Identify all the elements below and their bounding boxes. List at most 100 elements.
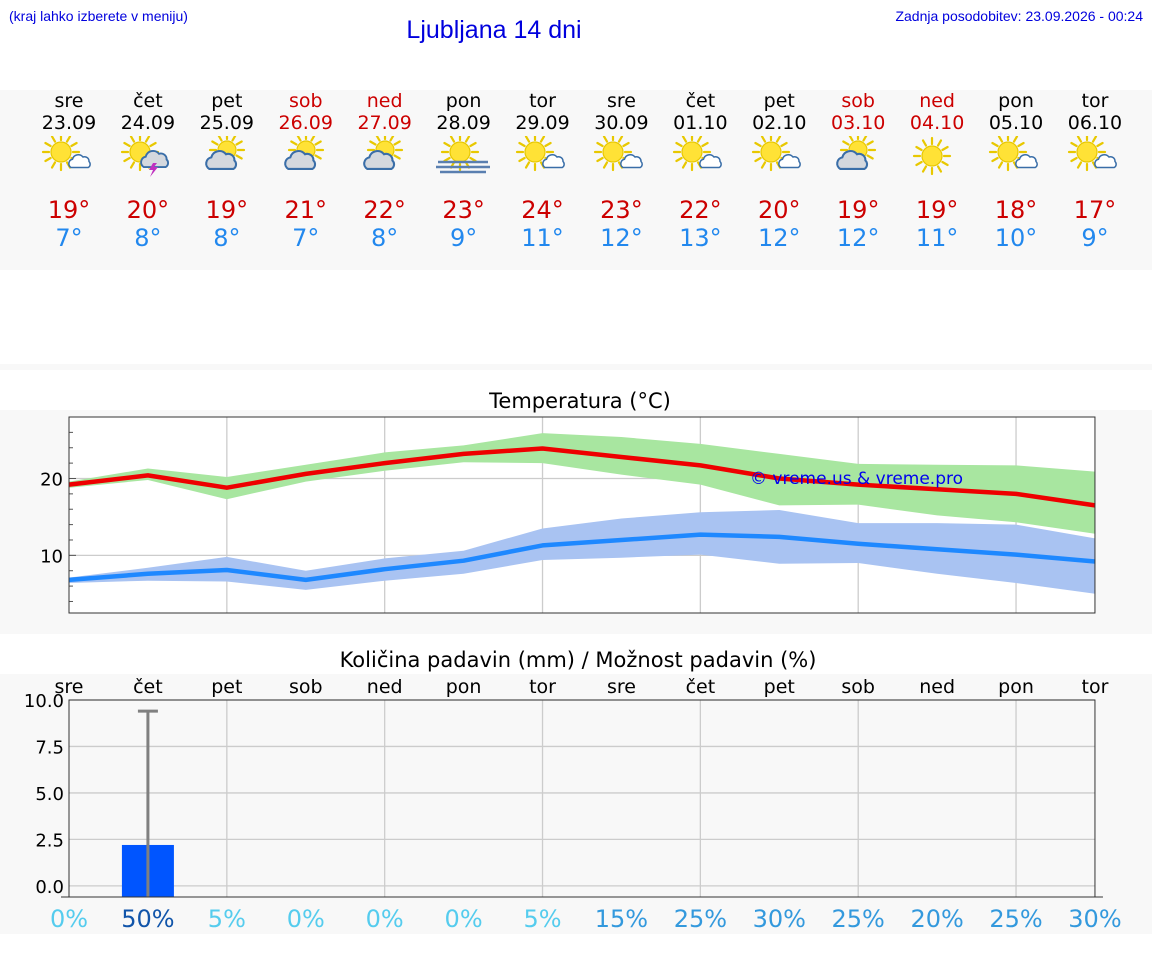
day-date: 28.09 bbox=[436, 112, 491, 134]
sun-thunder-icon bbox=[120, 136, 169, 177]
forecast-day: pon 05.10 18° 10° bbox=[966, 90, 1066, 252]
x-category-label: sre bbox=[607, 676, 636, 698]
temp-max: 22° bbox=[363, 196, 406, 224]
temp-min: 12° bbox=[600, 224, 643, 252]
day-name: čet bbox=[133, 90, 163, 112]
x-category-label: ned bbox=[919, 676, 955, 698]
chart-title: Temperatura (°C) bbox=[488, 389, 671, 413]
precip-probability: 0% bbox=[445, 905, 483, 933]
min-range-band bbox=[69, 510, 1095, 594]
temp-min: 11° bbox=[521, 224, 564, 252]
x-category-label: čet bbox=[133, 676, 163, 698]
precip-probability: 0% bbox=[287, 905, 325, 933]
temp-min: 7° bbox=[55, 224, 83, 252]
forecast-day: tor 06.10 17° 9° bbox=[1045, 90, 1145, 252]
cloud-sun-icon bbox=[362, 136, 403, 170]
watermark: © vreme.us & vreme.pro bbox=[750, 469, 963, 489]
day-date: 24.09 bbox=[120, 112, 176, 134]
precip-probability: 50% bbox=[121, 905, 174, 933]
forecast-day: sre 23.09 19° 7° bbox=[19, 90, 119, 252]
day-name: tor bbox=[1081, 90, 1109, 112]
temp-max: 20° bbox=[126, 196, 170, 224]
precip-probability: 0% bbox=[366, 905, 404, 933]
day-date: 25.09 bbox=[199, 112, 255, 134]
day-date: 06.10 bbox=[1067, 112, 1123, 134]
temp-min: 12° bbox=[836, 224, 880, 252]
forecast-day: pet 02.10 20° 12° bbox=[729, 90, 829, 252]
precip-probability: 5% bbox=[208, 905, 246, 933]
forecast-day: sob 03.10 19° 12° bbox=[808, 90, 908, 252]
precip-probability: 20% bbox=[910, 905, 963, 933]
temp-max: 17° bbox=[1073, 196, 1117, 224]
temp-max: 23° bbox=[600, 196, 643, 224]
precip-probability: 25% bbox=[989, 905, 1042, 933]
day-name: pet bbox=[211, 90, 243, 112]
sun-cloud-icon bbox=[515, 136, 565, 172]
x-category-label: pet bbox=[764, 676, 795, 698]
temp-min: 8° bbox=[213, 224, 241, 252]
x-category-label: sre bbox=[55, 676, 84, 698]
sun-fog-icon bbox=[435, 136, 490, 174]
last-updated: Zadnja posodobitev: 23.09.2026 - 00:24 bbox=[895, 8, 1143, 24]
forecast-day: tor 29.09 24° 11° bbox=[493, 90, 593, 252]
precip-probability: 25% bbox=[832, 905, 885, 933]
temp-max: 20° bbox=[757, 196, 801, 224]
plot-frame bbox=[68, 416, 1096, 614]
temp-min: 10° bbox=[994, 224, 1038, 252]
separator-band bbox=[0, 364, 1152, 370]
x-category-label: sob bbox=[289, 676, 323, 698]
y-tick-label: 5.0 bbox=[35, 784, 64, 805]
temp-max: 19° bbox=[205, 196, 249, 224]
temp-min: 11° bbox=[915, 224, 959, 252]
temp-min: 9° bbox=[1081, 224, 1109, 252]
temperature-chart: Temperatura (°C) 10 20 © vreme.us & vreme.p… bbox=[40, 389, 1096, 614]
day-date: 29.09 bbox=[515, 112, 570, 134]
day-date: 04.10 bbox=[909, 112, 965, 134]
temp-max: 19° bbox=[836, 196, 880, 224]
forecast-day: pet 25.09 19° 8° bbox=[177, 90, 277, 252]
temp-min: 7° bbox=[292, 224, 320, 252]
y-tick-label: 20 bbox=[40, 469, 63, 490]
page-title: Ljubljana 14 dni bbox=[406, 16, 582, 44]
day-date: 03.10 bbox=[830, 112, 886, 134]
precip-probability: 0% bbox=[50, 905, 88, 933]
x-category-label: tor bbox=[529, 676, 556, 698]
y-tick-label: 10 bbox=[40, 546, 63, 567]
day-date: 27.09 bbox=[357, 112, 412, 134]
day-name: pet bbox=[763, 90, 795, 112]
forecast-day: čet 24.09 20° 8° bbox=[98, 90, 198, 252]
temp-max: 23° bbox=[442, 196, 485, 224]
x-category-label: pon bbox=[446, 676, 482, 698]
day-date: 30.09 bbox=[594, 112, 649, 134]
day-name: sre bbox=[54, 90, 84, 112]
temp-max: 22° bbox=[679, 196, 722, 224]
day-name: sob bbox=[288, 90, 323, 112]
forecast-strip: sre 23.09 19° 7° čet 24.09 20° 8° pet 25.09 19° 8° s… bbox=[0, 90, 1152, 270]
temp-min: 8° bbox=[134, 224, 162, 252]
x-category-label: pon bbox=[998, 676, 1034, 698]
forecast-day: sob 26.09 21° 7° bbox=[256, 90, 356, 252]
day-name: pon bbox=[998, 90, 1034, 112]
x-category-label: sob bbox=[841, 676, 875, 698]
x-category-label: tor bbox=[1082, 676, 1109, 698]
precip-probability: 5% bbox=[523, 905, 561, 933]
precip-probability: 25% bbox=[674, 905, 727, 933]
temp-max: 21° bbox=[284, 196, 328, 224]
x-category-label: ned bbox=[367, 676, 403, 698]
day-name: pon bbox=[445, 90, 482, 112]
day-date: 23.09 bbox=[41, 112, 97, 134]
day-name: tor bbox=[529, 90, 556, 112]
chart-title: Količina padavin (mm) / Možnost padavin … bbox=[340, 648, 817, 672]
day-date: 05.10 bbox=[988, 112, 1044, 134]
forecast-day: pon 28.09 23° 9° bbox=[414, 90, 514, 252]
min-temp-line bbox=[68, 532, 1096, 583]
x-category-label: pet bbox=[211, 676, 242, 698]
temp-max: 19° bbox=[47, 196, 91, 224]
day-name: ned bbox=[919, 90, 955, 112]
sun-cloud-icon bbox=[594, 136, 644, 172]
temp-max: 24° bbox=[521, 196, 564, 224]
y-tick-label: 0.0 bbox=[35, 877, 64, 898]
x-category-label: čet bbox=[686, 676, 716, 698]
day-date: 01.10 bbox=[673, 112, 728, 134]
location-hint: (kraj lahko izberete v meniju) bbox=[9, 8, 188, 24]
